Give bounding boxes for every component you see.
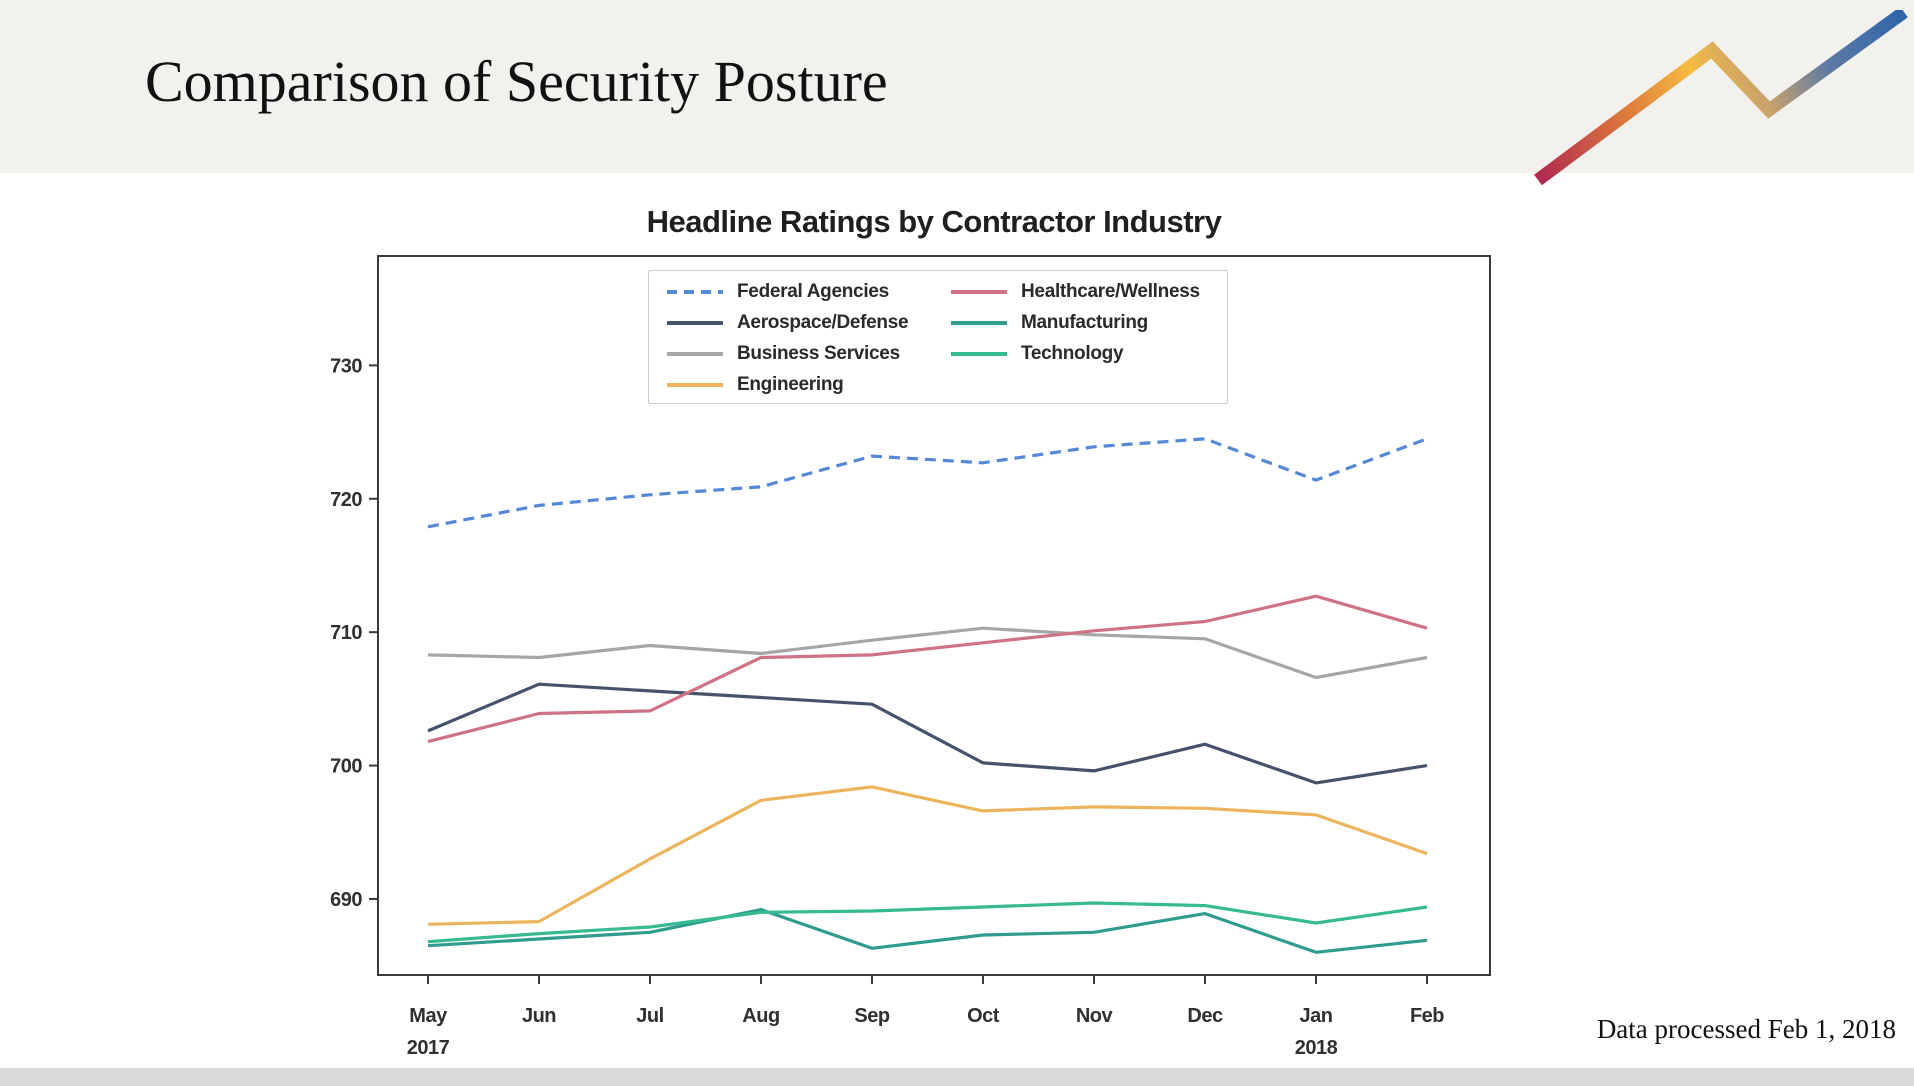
legend-label: Engineering	[737, 374, 844, 395]
chart-title: Headline Ratings by Contractor Industry	[646, 204, 1222, 239]
legend-swatch-technology	[951, 352, 1007, 356]
slide-title: Comparison of Security Posture	[145, 49, 888, 114]
series-line-technology	[427, 901, 1428, 944]
legend-swatch-engineering	[667, 383, 723, 387]
legend-swatch-manufacturing	[951, 321, 1007, 325]
y-axis-tick-label: 690	[330, 889, 362, 911]
legend-item-healthcare-wellness: Healthcare/Wellness	[951, 281, 1200, 303]
y-axis-tick-label: 720	[330, 489, 362, 511]
x-axis-tick-label: May	[409, 1005, 448, 1027]
series-line-engineering	[427, 785, 1428, 926]
x-axis-year-label: 2018	[1295, 1037, 1338, 1059]
x-axis-tick-label: Feb	[1410, 1005, 1444, 1027]
legend-label: Business Services	[737, 343, 900, 364]
chart-legend: Federal Agencies Aerospace/Defense Busines…	[648, 270, 1228, 404]
series-line-federal-agencies	[427, 437, 1428, 529]
x-axis-tick-label: Nov	[1076, 1005, 1114, 1027]
y-axis-tick-label: 710	[330, 622, 362, 644]
legend-label: Technology	[1021, 343, 1124, 364]
legend-item-aerospace-defense: Aerospace/Defense	[667, 312, 909, 334]
x-axis-tick-label: Jul	[636, 1005, 663, 1027]
series-line-aerospace-defense	[427, 682, 1428, 785]
series-line-healthcare-wellness	[427, 594, 1428, 744]
legend-item-federal-agencies: Federal Agencies	[667, 281, 889, 303]
legend-item-engineering: Engineering	[667, 374, 844, 396]
legend-item-manufacturing: Manufacturing	[951, 312, 1148, 334]
y-axis-tick-label: 700	[330, 756, 362, 778]
legend-swatch-federal-agencies	[667, 290, 723, 294]
legend-swatch-aerospace-defense	[667, 321, 723, 325]
x-axis-tick-label: Jun	[522, 1005, 556, 1027]
legend-label: Federal Agencies	[737, 281, 889, 302]
bottom-strip	[0, 1068, 1914, 1086]
legend-swatch-healthcare-wellness	[951, 290, 1007, 294]
logo-zigzag-icon	[1534, 6, 1908, 186]
series-line-business-services	[427, 626, 1428, 680]
legend-label: Aerospace/Defense	[737, 312, 909, 333]
legend-label: Healthcare/Wellness	[1021, 281, 1200, 302]
series-line-manufacturing	[427, 907, 1428, 954]
legend-swatch-business-services	[667, 352, 723, 356]
footer-note: Data processed Feb 1, 2018	[1596, 1014, 1896, 1044]
x-axis-tick-label: Oct	[967, 1005, 1000, 1027]
x-axis-tick-label: Dec	[1187, 1005, 1223, 1027]
y-axis-tick-label: 730	[330, 355, 362, 377]
legend-label: Manufacturing	[1021, 312, 1148, 333]
plot-frame	[377, 255, 1491, 976]
x-axis-tick-label: Sep	[854, 1005, 889, 1027]
legend-item-business-services: Business Services	[667, 343, 900, 365]
x-axis-tick-label: Jan	[1300, 1005, 1333, 1027]
x-axis-tick-label: Aug	[742, 1005, 779, 1027]
header-band: Comparison of Security Posture	[0, 0, 1914, 173]
x-axis-year-label: 2017	[407, 1037, 450, 1059]
logo	[1528, 6, 1914, 192]
legend-item-technology: Technology	[951, 343, 1124, 365]
